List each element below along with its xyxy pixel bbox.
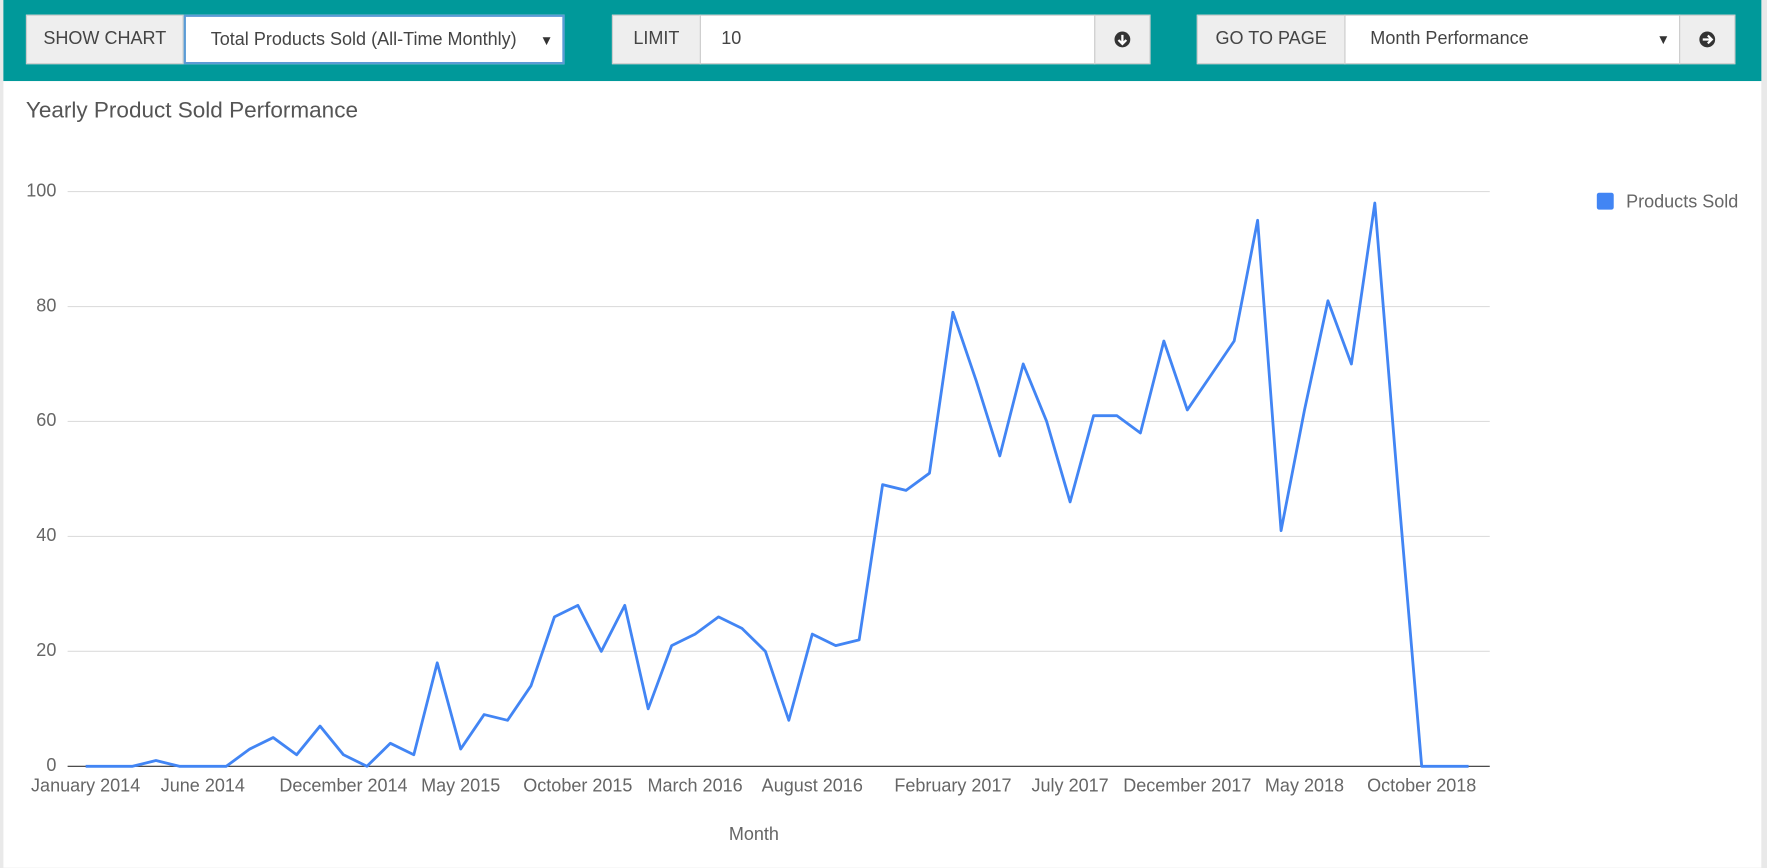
x-tick-label: July 2017 [1032,775,1109,795]
x-tick-label: December 2014 [279,775,407,795]
limit-value: 10 [721,29,742,49]
x-axis-label: Month [729,824,779,844]
x-tick-label: October 2018 [1367,775,1476,795]
y-tick-label: 60 [36,410,56,430]
limit-button[interactable] [1094,14,1151,65]
caret: ▼ [1656,31,1671,48]
goto-select-text: Month Performance [1370,29,1529,49]
limit-input[interactable]: 10 [699,14,1096,65]
chart-select-text: Total Products Sold (All-Time Monthly) [210,30,517,50]
goto-label: GO TO PAGE [1196,14,1346,65]
goto-button[interactable] [1679,14,1736,65]
x-tick-label: March 2016 [648,775,743,795]
limit-label: LIMIT [611,14,701,65]
chart-select[interactable]: Total Products Sold (All-Time Monthly) ▼ [183,14,565,65]
x-tick-label: May 2018 [1265,775,1344,795]
x-tick-label: October 2015 [523,775,632,795]
arrow-down-icon [1114,31,1131,48]
y-tick-label: 0 [46,755,56,775]
y-tick-label: 80 [36,295,56,315]
x-tick-label: January 2014 [31,775,140,795]
legend-swatch [1596,192,1614,210]
x-tick-label: May 2015 [421,775,500,795]
y-tick-label: 100 [26,180,56,200]
line [85,201,1469,768]
caret: ▼ [539,32,554,49]
x-tick-label: August 2016 [762,775,863,795]
goto-select[interactable]: Month Performance ▼ [1344,14,1681,65]
chart-panel [3,81,1762,868]
x-tick-label: February 2017 [894,775,1011,795]
y-tick-label: 20 [36,640,56,660]
toolbar: SHOW CHART Total Products Sold (All-Time… [3,0,1762,82]
y-tick-label: 40 [36,525,56,545]
x-tick-label: December 2017 [1123,775,1251,795]
legend-label: Products Sold [1626,192,1738,212]
show-chart-label: SHOW CHART [25,14,184,65]
arrow-right-icon [1699,31,1716,48]
chart-title: Yearly Product Sold Performance [26,98,358,123]
x-tick-label: June 2014 [161,775,245,795]
